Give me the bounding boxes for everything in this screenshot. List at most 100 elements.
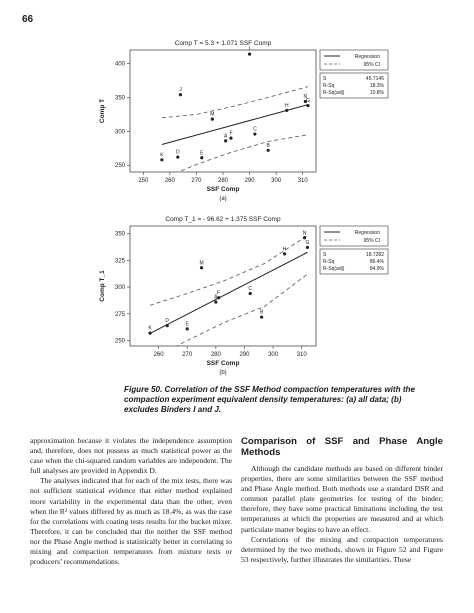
data-point (178, 93, 183, 97)
legend: Regression 95% CI (319, 225, 389, 247)
data-point (285, 108, 289, 112)
regression-line (161, 104, 309, 146)
stat-value: 84.9% (370, 266, 385, 272)
data-point (210, 117, 214, 121)
x-tick-label: 260 (154, 352, 165, 358)
data-point (306, 103, 310, 108)
point-label: M (210, 112, 214, 118)
x-tick-label: 280 (211, 352, 222, 358)
point-label: F (217, 290, 220, 296)
data-point (247, 52, 252, 56)
figure-50b-chart: Comp T_1 = - 96.62 + 1.375 SSF Comp 260 27… (92, 214, 440, 384)
x-tick-label: 270 (191, 178, 202, 184)
paragraph: Correlations of the mixing and compactio… (241, 534, 443, 564)
x-tick-label: 310 (298, 178, 309, 184)
legend: Regression 95% CI (319, 49, 389, 71)
point-label: G (305, 240, 309, 246)
legend-ci-label: 95% CI (364, 238, 380, 244)
stat-name: R-Sq(adj) (323, 90, 345, 96)
data-point (266, 148, 270, 152)
x-axis-label: SSF Comp (207, 360, 240, 367)
panel-label: (a) (219, 196, 226, 202)
point-label: F (229, 131, 232, 137)
x-tick-label: 280 (218, 178, 229, 184)
plot-area (149, 235, 308, 346)
ci-lower-band (177, 134, 309, 172)
data-point (176, 155, 180, 159)
chart-title: Comp T = 5.3 + 1.071 SSF Comp (175, 40, 272, 47)
point-label: J (179, 87, 182, 93)
legend-box (319, 49, 389, 71)
x-axis-label: SSF Comp (207, 186, 240, 193)
point-label: H (283, 246, 287, 252)
y-tick-label: 250 (115, 339, 126, 345)
stats-box: S 18.7282 R-Sq 86.4% R-Sq(adj) 84.9% (319, 248, 389, 275)
legend-box (319, 225, 389, 247)
paragraph: Although the candidate methods are based… (241, 464, 443, 534)
data-point (260, 315, 264, 319)
y-tick-label: 350 (115, 232, 126, 238)
point-label: G (306, 98, 310, 104)
point-label: M (199, 260, 203, 266)
data-point (224, 139, 228, 143)
point-label: H (285, 103, 289, 109)
point-label: N (303, 230, 307, 236)
data-point (248, 291, 252, 296)
data-point (305, 245, 310, 250)
data-point (302, 236, 307, 240)
point-label: A (214, 295, 218, 301)
stat-name: R-Sq (323, 259, 335, 265)
data-point (165, 324, 169, 328)
stats-box: S 45.7146 R-Sq 18.3% R-Sq(adj) 10.8% (319, 72, 389, 99)
data-point (217, 296, 221, 300)
point-label: B (266, 143, 270, 149)
stat-name: R-Sq (323, 83, 335, 89)
data-point (303, 99, 307, 104)
y-axis-label: Comp T_1 (99, 270, 106, 302)
x-tick-label: 270 (182, 352, 193, 358)
y-tick-label: 350 (115, 95, 126, 101)
stat-value: 10.8% (370, 90, 385, 96)
plot-frame (129, 225, 317, 347)
paragraph: The analyses indicated that for each of … (30, 476, 232, 567)
point-label: D (176, 150, 180, 156)
point-label: N (304, 94, 308, 100)
point-label: K (160, 152, 164, 158)
plot-area (161, 86, 309, 172)
y-axis-label: Comp T (99, 99, 106, 123)
data-point (160, 158, 164, 162)
section-heading: Comparison of SSF and Phase Angle Method… (241, 436, 443, 458)
data-point (282, 252, 287, 256)
y-tick-label: 275 (115, 312, 126, 318)
y-tick-label: 250 (115, 163, 126, 169)
data-point (199, 266, 204, 270)
stat-name: S (323, 252, 327, 258)
page-number: 66 (22, 14, 34, 25)
chart-svg: Comp T_1 = - 96.62 + 1.375 SSF Comp 260 27… (99, 216, 389, 376)
stat-value: 45.7146 (366, 76, 384, 82)
stat-value: 18.7282 (366, 252, 384, 258)
y-tick-label: 400 (115, 62, 126, 68)
stat-name: S (323, 76, 327, 82)
right-text-column: Comparison of SSF and Phase Angle Method… (241, 436, 443, 565)
figure-50a-chart: Comp T = 5.3 + 1.071 SSF Comp 250 260 270 28… (92, 38, 440, 210)
regression-line (149, 251, 308, 334)
data-point (200, 156, 204, 160)
data-point (185, 327, 189, 331)
legend-ci-label: 95% CI (364, 62, 380, 68)
point-label: D (165, 318, 169, 324)
point-label: C (248, 286, 252, 292)
point-label: K (148, 326, 152, 332)
x-tick-label: 310 (297, 352, 308, 358)
data-point (253, 132, 257, 136)
point-label: C (253, 127, 257, 133)
legend-regression-label: Regression (355, 230, 381, 236)
y-tick-label: 300 (115, 129, 126, 135)
point-label: B (260, 310, 264, 316)
panel-label: (b) (219, 370, 226, 376)
point-label: I (249, 47, 250, 53)
ci-lower-band (175, 273, 308, 346)
ci-upper-band (161, 86, 309, 119)
y-tick-label: 325 (115, 258, 126, 264)
ci-upper-band (149, 235, 308, 306)
